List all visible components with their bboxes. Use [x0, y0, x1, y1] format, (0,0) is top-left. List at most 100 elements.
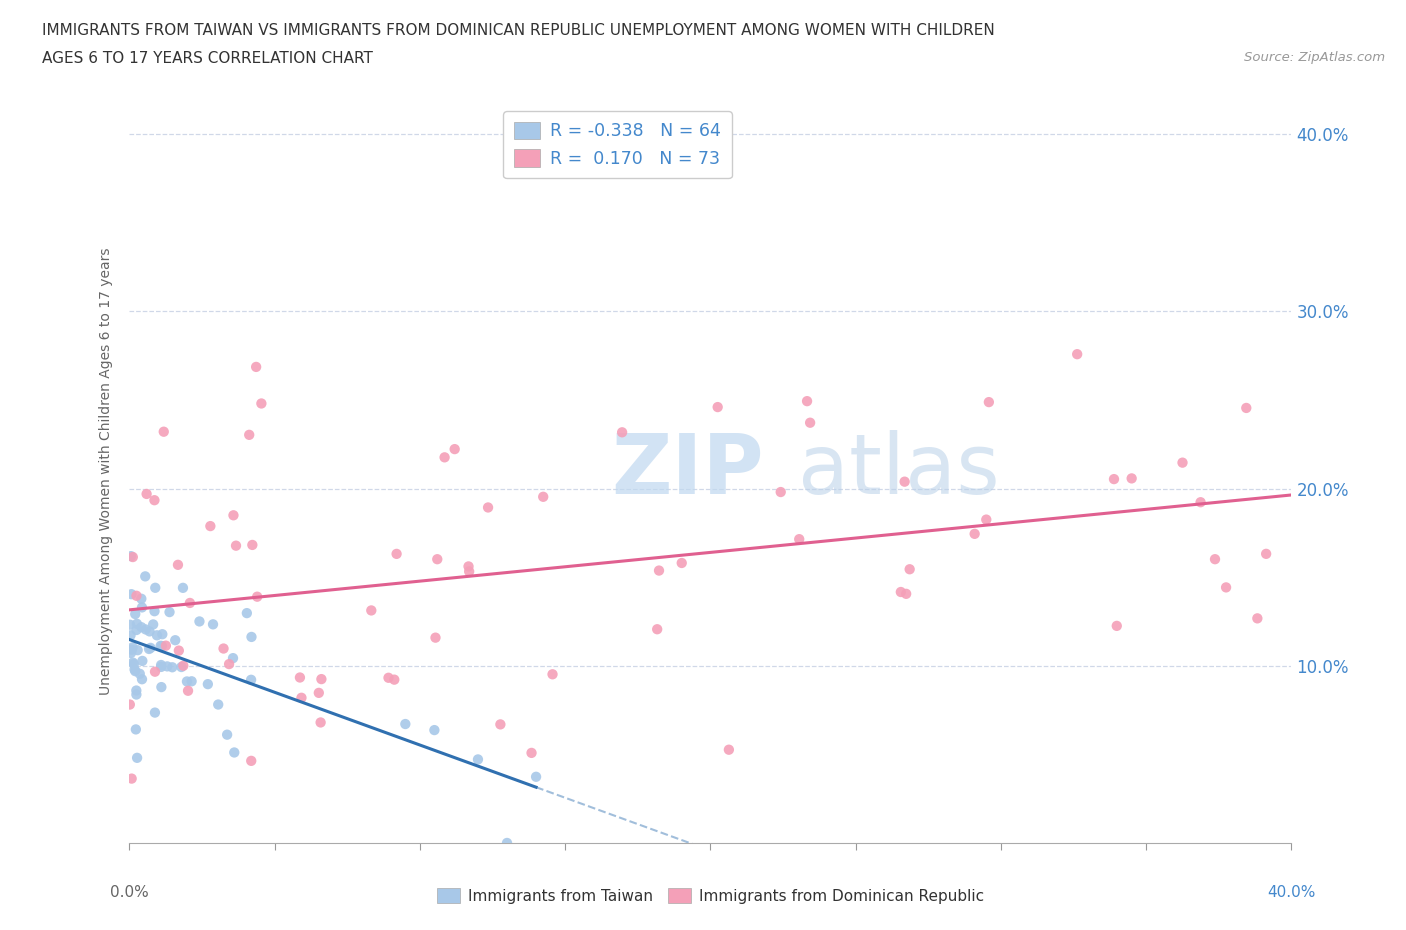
Point	[240, 753, 263, 768]
Point	[167, 557, 190, 572]
Point	[898, 562, 921, 577]
Point	[165, 632, 187, 647]
Point	[787, 532, 810, 547]
Point	[212, 641, 235, 656]
Point	[135, 486, 157, 501]
Point	[122, 655, 145, 670]
Point	[143, 664, 166, 679]
Point	[648, 564, 671, 578]
Point	[1171, 455, 1194, 470]
Point	[377, 671, 399, 685]
Point	[125, 589, 148, 604]
Point	[125, 687, 148, 702]
Point	[135, 622, 157, 637]
Point	[520, 746, 543, 761]
Point	[236, 605, 259, 620]
Point	[1215, 580, 1237, 595]
Point	[142, 617, 165, 631]
Y-axis label: Unemployment Among Women with Children Ages 6 to 17 years: Unemployment Among Women with Children A…	[100, 247, 114, 695]
Text: 40.0%: 40.0%	[1267, 884, 1316, 900]
Point	[360, 603, 382, 618]
Point	[977, 394, 1000, 409]
Legend: R = -0.338   N = 64, R =  0.170   N = 73: R = -0.338 N = 64, R = 0.170 N = 73	[503, 111, 731, 179]
Point	[197, 677, 219, 692]
Point	[120, 618, 142, 632]
Point	[308, 685, 330, 700]
Point	[138, 624, 160, 639]
Point	[177, 684, 200, 698]
Point	[121, 643, 143, 658]
Point	[245, 360, 267, 375]
Point	[240, 630, 263, 644]
Point	[131, 671, 153, 686]
Point	[143, 604, 166, 618]
Point	[200, 519, 222, 534]
Point	[134, 569, 156, 584]
Point	[541, 667, 564, 682]
Point	[120, 628, 142, 643]
Point	[131, 600, 153, 615]
Point	[131, 654, 153, 669]
Point	[159, 604, 181, 619]
Point	[127, 751, 149, 765]
Point	[288, 670, 311, 684]
Point	[309, 715, 332, 730]
Point	[218, 657, 240, 671]
Point	[385, 547, 408, 562]
Point	[250, 396, 273, 411]
Point	[457, 559, 479, 574]
Text: 0.0%: 0.0%	[110, 884, 149, 900]
Point	[125, 684, 148, 698]
Point	[150, 659, 173, 674]
Point	[238, 428, 260, 443]
Point	[458, 564, 481, 578]
Point	[167, 644, 190, 658]
Point	[489, 717, 512, 732]
Point	[150, 639, 173, 654]
Point	[1189, 495, 1212, 510]
Point	[423, 723, 446, 737]
Point	[433, 450, 456, 465]
Point	[128, 666, 150, 681]
Point	[172, 580, 194, 595]
Point	[125, 617, 148, 631]
Point	[131, 591, 153, 606]
Point	[425, 631, 447, 645]
Text: Source: ZipAtlas.com: Source: ZipAtlas.com	[1244, 51, 1385, 64]
Point	[162, 659, 184, 674]
Point	[394, 717, 416, 732]
Point	[610, 425, 633, 440]
Point	[121, 771, 143, 786]
Point	[146, 628, 169, 643]
Point	[124, 662, 146, 677]
Point	[121, 550, 143, 565]
Point	[240, 538, 263, 552]
Point	[207, 698, 229, 712]
Text: IMMIGRANTS FROM TAIWAN VS IMMIGRANTS FROM DOMINICAN REPUBLIC UNEMPLOYMENT AMONG : IMMIGRANTS FROM TAIWAN VS IMMIGRANTS FRO…	[42, 23, 995, 38]
Point	[131, 619, 153, 634]
Point	[496, 835, 519, 850]
Point	[290, 690, 312, 705]
Point	[125, 622, 148, 637]
Point	[118, 698, 141, 712]
Point	[180, 674, 202, 689]
Point	[645, 622, 668, 637]
Point	[1234, 401, 1257, 416]
Point	[124, 664, 146, 679]
Point	[799, 416, 821, 431]
Text: atlas: atlas	[797, 431, 1000, 512]
Point	[122, 657, 145, 671]
Point	[143, 493, 166, 508]
Point	[311, 671, 333, 686]
Point	[121, 640, 143, 655]
Point	[120, 549, 142, 564]
Point	[963, 526, 986, 541]
Point	[139, 641, 162, 656]
Point	[524, 769, 547, 784]
Point	[217, 727, 239, 742]
Point	[1256, 547, 1278, 562]
Point	[224, 745, 246, 760]
Point	[124, 606, 146, 621]
Point	[671, 555, 693, 570]
Point	[170, 659, 193, 674]
